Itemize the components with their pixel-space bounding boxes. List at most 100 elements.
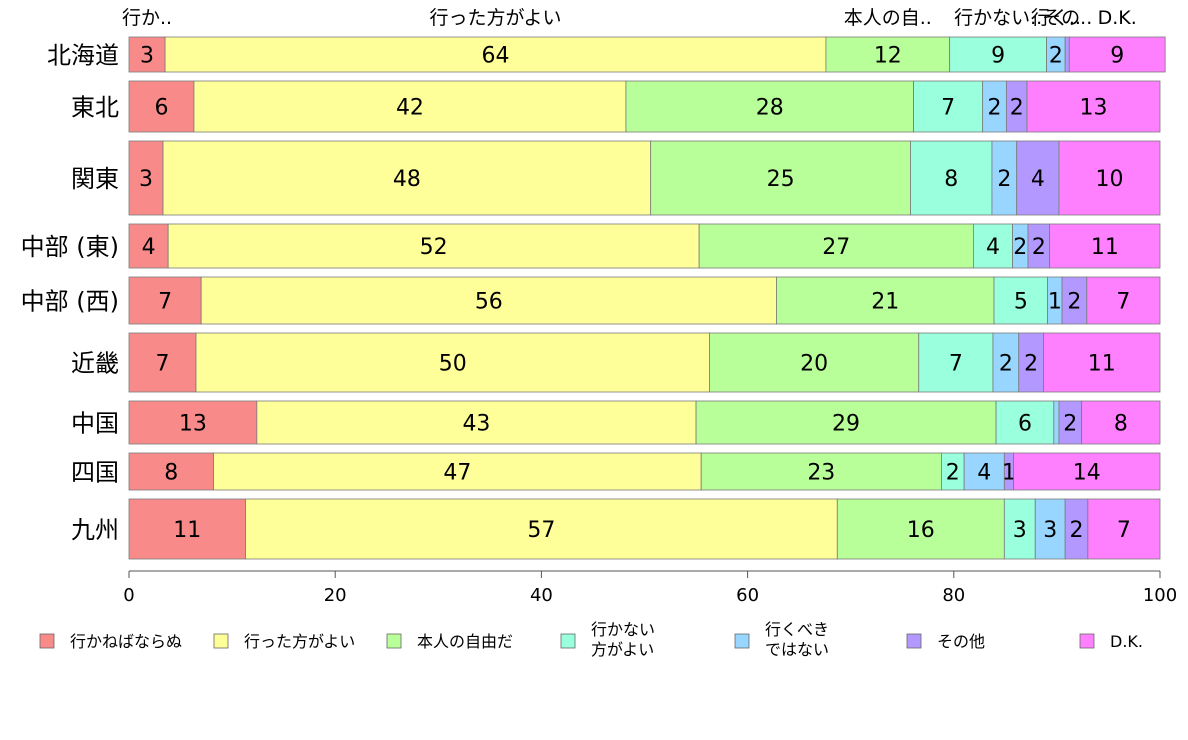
data-label-4-4: 4 xyxy=(986,235,1000,260)
category-label-6: 近畿 xyxy=(71,350,119,378)
top-label-5: 行く.. xyxy=(1031,7,1081,29)
bar-segment-3-5 xyxy=(991,140,1018,216)
legend-swatch-7 xyxy=(1079,633,1095,649)
data-label-6-3: 20 xyxy=(800,352,828,377)
data-label-1-1: 3 xyxy=(140,44,154,69)
data-label-2-3: 28 xyxy=(756,96,784,121)
data-label-1-3: 12 xyxy=(874,44,902,69)
x-tick-label-4: 60 xyxy=(736,585,759,606)
data-label-3-2: 48 xyxy=(393,167,421,192)
legend-label-5: 行くべきではない xyxy=(765,620,829,659)
x-tick-label-6: 100 xyxy=(1143,585,1177,606)
top-label-7: D.K. xyxy=(1098,7,1137,29)
data-label-3-7: 10 xyxy=(1095,167,1123,192)
data-label-2-7: 13 xyxy=(1080,96,1108,121)
bar-segment-6-2 xyxy=(195,332,710,393)
bar-segment-6-1 xyxy=(128,332,197,393)
data-label-6-4: 7 xyxy=(949,352,963,377)
legend-swatch-5 xyxy=(734,633,750,649)
data-label-1-4: 9 xyxy=(991,44,1005,69)
bar-segment-2-2 xyxy=(193,80,627,133)
bar-segment-7-7 xyxy=(1081,400,1161,445)
x-tick-label-3: 40 xyxy=(530,585,553,606)
legend: 行かねばならぬ 行った方がよい 本人の自由だ 行かない方がよい 行くべきではない その他 D… xyxy=(39,620,1143,659)
bar-segment-6-7 xyxy=(1043,332,1161,393)
data-label-4-5: 2 xyxy=(1013,235,1027,260)
bar-segment-6-5 xyxy=(992,332,1020,393)
data-label-1-7: 9 xyxy=(1110,44,1124,69)
bar-segment-6-3 xyxy=(709,332,920,393)
data-label-3-6: 4 xyxy=(1031,167,1045,192)
data-label-6-1: 7 xyxy=(156,352,170,377)
top-label-4: 行かない.. xyxy=(954,7,1042,29)
bar-segment-7-5 xyxy=(1053,400,1060,445)
data-label-2-5: 2 xyxy=(988,96,1002,121)
category-label-3: 関東 xyxy=(71,165,119,193)
top-label-3: 本人の自.. xyxy=(844,7,932,29)
data-label-8-2: 47 xyxy=(443,461,471,486)
category-label-1: 北海道 xyxy=(47,42,119,70)
data-label-4-2: 52 xyxy=(420,235,448,260)
data-label-5-4: 5 xyxy=(1014,290,1028,315)
x-axis: 0 20 40 60 80 100 xyxy=(123,570,1177,606)
bar-segment-8-3 xyxy=(700,452,942,491)
top-label-2: 行った方がよい xyxy=(429,7,561,29)
data-label-4-7: 11 xyxy=(1091,235,1119,260)
bar-segment-2-1 xyxy=(128,80,195,133)
bar-segment-6-4 xyxy=(918,332,994,393)
top-label-1: 行か.. xyxy=(122,7,172,29)
data-label-8-6: 1 xyxy=(1002,461,1016,486)
x-tick-label-5: 80 xyxy=(942,585,965,606)
data-label-5-1: 7 xyxy=(158,290,172,315)
bar-segment-4-3 xyxy=(698,223,974,269)
legend-swatch-4 xyxy=(560,633,576,649)
bar-segment-9-1 xyxy=(128,498,246,560)
bar-segment-1-2 xyxy=(164,36,827,73)
data-label-8-7: 14 xyxy=(1073,461,1101,486)
data-label-9-6: 2 xyxy=(1069,518,1083,543)
data-label-5-2: 56 xyxy=(475,290,503,315)
bar-segment-5-3 xyxy=(776,276,995,325)
bar-segment-1-6 xyxy=(1064,36,1070,73)
data-label-1-2: 64 xyxy=(482,44,510,69)
legend-label-1: 行かねばならぬ xyxy=(70,632,182,651)
legend-label-6: その他 xyxy=(937,632,985,651)
data-label-4-1: 4 xyxy=(142,235,156,260)
data-label-9-3: 16 xyxy=(907,518,935,543)
data-label-4-6: 2 xyxy=(1032,235,1046,260)
data-label-7-1: 13 xyxy=(179,412,207,437)
bar-segment-5-1 xyxy=(128,276,202,325)
legend-swatch-1 xyxy=(39,633,55,649)
bar-segment-9-7 xyxy=(1087,498,1161,560)
category-label-7: 中国 xyxy=(71,410,119,438)
category-label-9: 九州 xyxy=(71,516,119,544)
data-label-9-2: 57 xyxy=(527,518,555,543)
data-label-8-5: 4 xyxy=(977,461,991,486)
bar-segment-7-1 xyxy=(128,400,258,445)
legend-label-3: 本人の自由だ xyxy=(417,632,513,651)
bar-segment-3-6 xyxy=(1016,140,1060,216)
data-label-5-5: 1 xyxy=(1048,290,1062,315)
data-label-5-6: 2 xyxy=(1067,290,1081,315)
data-label-3-5: 2 xyxy=(997,167,1011,192)
data-label-1-5: 2 xyxy=(1049,44,1063,69)
bar-segment-1-7 xyxy=(1068,36,1166,73)
data-label-4-3: 27 xyxy=(822,235,850,260)
data-label-6-7: 11 xyxy=(1088,352,1116,377)
bar-segment-8-5 xyxy=(963,452,1005,491)
data-label-5-3: 21 xyxy=(871,290,899,315)
category-label-2: 東北 xyxy=(71,94,119,122)
bar-segment-5-2 xyxy=(200,276,777,325)
data-label-7-3: 29 xyxy=(832,412,860,437)
category-label-5: 中部 (西) xyxy=(21,288,119,316)
legend-swatch-3 xyxy=(386,633,402,649)
data-label-3-4: 8 xyxy=(944,167,958,192)
x-tick-label-2: 20 xyxy=(324,585,347,606)
bar-segment-9-5 xyxy=(1034,498,1066,560)
data-label-9-5: 3 xyxy=(1043,518,1057,543)
data-label-3-1: 3 xyxy=(139,167,153,192)
data-label-7-7: 8 xyxy=(1114,412,1128,437)
